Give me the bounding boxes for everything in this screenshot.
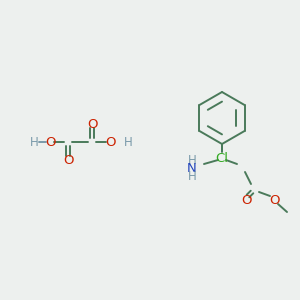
Text: H: H (124, 136, 132, 148)
Text: O: O (241, 194, 251, 206)
Text: O: O (105, 136, 115, 148)
Text: H: H (188, 154, 196, 166)
Text: N: N (187, 161, 197, 175)
Text: O: O (45, 136, 55, 148)
Text: O: O (269, 194, 279, 206)
Text: Cl: Cl (215, 152, 229, 164)
Text: H: H (30, 136, 38, 148)
Text: O: O (63, 154, 73, 166)
Text: H: H (188, 169, 196, 182)
Text: O: O (87, 118, 97, 130)
